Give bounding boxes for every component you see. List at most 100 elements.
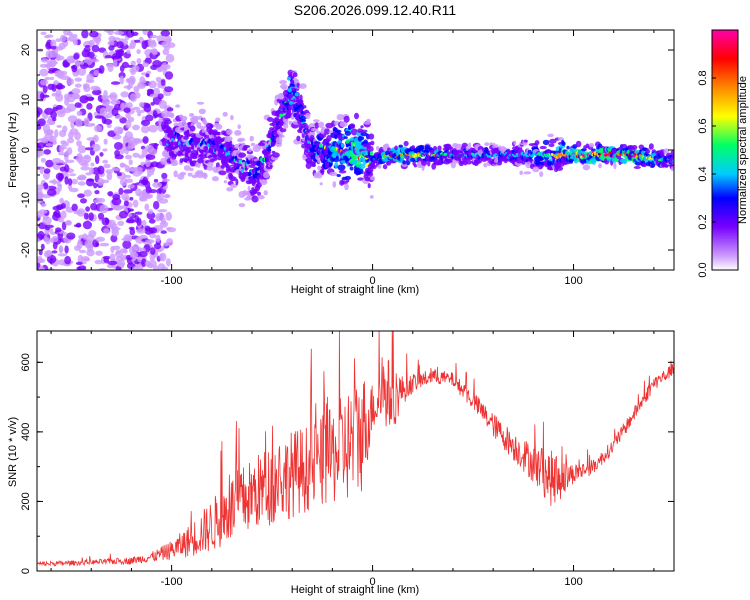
- spectrogram-cell: [261, 142, 265, 147]
- spectrogram-cell: [123, 174, 132, 178]
- spectrogram-cell: [145, 154, 156, 160]
- spectrogram-cell: [106, 171, 113, 181]
- spectrogram-cell: [148, 80, 157, 89]
- spectrogram-cell: [146, 88, 154, 93]
- spectrogram-cell: [134, 39, 141, 43]
- spectrogram-cell: [76, 176, 84, 180]
- spectrogram-cell: [37, 184, 45, 190]
- spectrogram-cell: [197, 138, 201, 143]
- spectrogram-cell: [561, 141, 566, 146]
- spectrogram-cell: [299, 115, 307, 120]
- spectrogram-cell: [67, 115, 78, 123]
- spectrogram-cell: [62, 125, 68, 133]
- spectrogram-x-tick-label: 100: [564, 275, 582, 287]
- spectrogram-cell: [81, 30, 89, 39]
- spectrogram-cell: [113, 126, 123, 135]
- spectrogram-cell: [90, 162, 95, 167]
- spectrogram-cell: [86, 103, 93, 110]
- spectrogram-cell: [267, 117, 274, 122]
- spectrogram-cell: [242, 144, 251, 149]
- spectrogram-cell: [305, 162, 312, 169]
- spectrogram-cell: [142, 136, 149, 144]
- spectrogram-cell: [114, 154, 124, 160]
- spectrogram-cell: [83, 212, 89, 220]
- spectrogram-cell: [39, 63, 48, 68]
- spectrogram-cell: [218, 170, 227, 176]
- spectrogram-cell: [299, 94, 303, 102]
- spectrogram-cell: [45, 250, 52, 257]
- spectrogram-cell: [134, 92, 141, 99]
- spectrogram-cell: [55, 180, 61, 184]
- spectrogram-cell: [133, 85, 140, 93]
- spectrogram-cell: [418, 144, 426, 150]
- spectrogram-cell: [71, 64, 78, 73]
- spectrogram-cell: [40, 203, 47, 207]
- spectrogram-cell: [465, 146, 469, 151]
- spectrogram-cell: [40, 79, 48, 86]
- spectrogram-cell: [109, 253, 116, 261]
- spectrogram-cell: [40, 31, 47, 35]
- spectrogram-cell: [360, 168, 364, 175]
- spectrogram-cell: [437, 145, 442, 151]
- spectrogram-cell: [111, 228, 120, 237]
- spectrogram-cell: [302, 105, 307, 109]
- spectrogram-cell: [37, 125, 42, 130]
- spectrogram-cell: [157, 81, 162, 89]
- spectrogram-cell: [102, 148, 108, 152]
- spectrogram-cell: [37, 192, 44, 198]
- spectrogram-cell: [465, 159, 473, 165]
- spectrogram-cell: [56, 124, 62, 128]
- spectrogram-cell: [58, 259, 67, 266]
- spectrogram-cell: [215, 117, 221, 122]
- spectrogram-cell: [199, 153, 207, 159]
- spectrogram-cell: [193, 119, 199, 124]
- spectrogram-cell: [292, 72, 298, 78]
- spectrogram-cell: [206, 166, 214, 171]
- spectrogram-cell: [296, 135, 301, 142]
- spectrogram-cell: [251, 195, 259, 203]
- spectrogram-cell: [45, 159, 54, 168]
- spectrogram-cell: [260, 161, 265, 168]
- spectrogram-cell: [127, 208, 134, 212]
- spectrogram-cell: [149, 253, 156, 261]
- spectrogram-cell: [77, 181, 86, 186]
- spectrogram-cell: [107, 40, 115, 46]
- spectrogram-cell: [339, 121, 348, 128]
- spectrogram-cell: [349, 166, 354, 171]
- spectrogram-cell: [134, 211, 143, 215]
- spectrogram-cell: [278, 140, 282, 147]
- spectrogram-cell: [99, 242, 110, 247]
- spectrogram-cell: [37, 118, 46, 127]
- spectrogram-cell: [421, 164, 425, 171]
- spectrogram-cell: [556, 155, 560, 159]
- spectrogram-cell: [310, 161, 316, 167]
- spectrogram-cell: [50, 46, 57, 50]
- spectrogram-cell: [83, 117, 90, 126]
- spectrogram-cell: [143, 193, 154, 199]
- spectrogram-cell: [123, 107, 131, 113]
- spectrogram-cell: [110, 246, 115, 253]
- spectrogram-cell: [103, 118, 113, 125]
- spectrogram-cell: [67, 57, 76, 64]
- spectrogram-cell: [248, 148, 252, 153]
- spectrogram-cell: [80, 198, 87, 204]
- spectrogram-cell: [147, 259, 157, 268]
- spectrogram-cell: [376, 145, 380, 151]
- spectrogram-cell: [88, 230, 97, 238]
- spectrogram-cell: [97, 212, 105, 220]
- spectrogram-cell: [164, 194, 171, 199]
- spectrogram-cell: [73, 53, 80, 60]
- spectrogram-cell: [132, 243, 139, 251]
- spectrogram-cell: [54, 129, 59, 138]
- spectrogram-cell: [230, 114, 234, 121]
- spectrogram-cell: [110, 81, 121, 85]
- spectrogram-cell: [234, 144, 240, 149]
- spectrogram-cell: [102, 98, 111, 106]
- spectrogram-cell: [121, 61, 129, 69]
- spectrogram-cell: [535, 159, 541, 166]
- spectrogram-cell: [204, 146, 208, 151]
- spectrogram-cell: [207, 161, 214, 168]
- spectrogram-cell: [119, 75, 125, 85]
